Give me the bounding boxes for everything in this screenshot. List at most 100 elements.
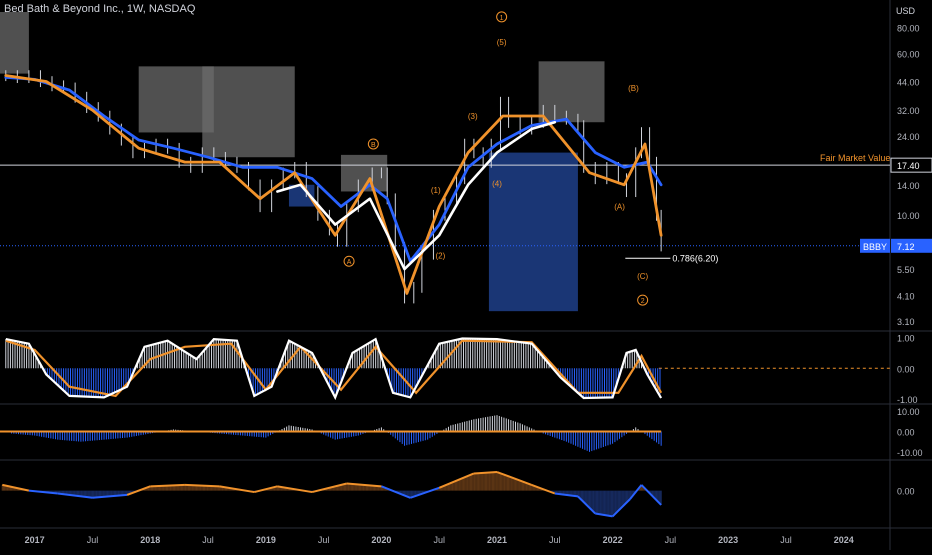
oscillator-2: 10.00 0.00 -10.00 bbox=[0, 407, 923, 458]
time-axis-tick: Jul bbox=[318, 535, 330, 545]
osc3-line-segment bbox=[219, 485, 255, 494]
osc3-line-segment bbox=[595, 512, 613, 518]
osc3-line-segment bbox=[277, 485, 313, 494]
price-axis-currency: USD bbox=[896, 6, 916, 16]
wave-label: (C) bbox=[637, 272, 648, 281]
osc3-line-segment bbox=[381, 485, 411, 499]
time-axis-tick: Jul bbox=[665, 535, 677, 545]
wave-label-circle bbox=[637, 294, 649, 306]
oscillator-1: 1.00 0.00 -1.00 bbox=[5, 334, 918, 405]
osc3-line-segment bbox=[92, 493, 128, 499]
shaded-zone bbox=[138, 66, 214, 133]
osc1-axis-tick: 0.00 bbox=[897, 364, 915, 374]
wave-label-circle bbox=[496, 11, 508, 23]
osc1-fast-line bbox=[5, 337, 663, 401]
time-axis-tick: 2023 bbox=[718, 535, 738, 545]
wave-label: (A) bbox=[614, 203, 625, 212]
price-axis-tick: 3.10 bbox=[897, 317, 915, 327]
osc1-axis-tick: -1.00 bbox=[897, 395, 918, 405]
osc3-line-segment bbox=[531, 483, 556, 495]
osc1-axis-tick: 1.00 bbox=[897, 334, 915, 344]
shaded-zone bbox=[202, 66, 295, 158]
wave-label: (5) bbox=[497, 38, 507, 47]
osc3-line-segment bbox=[346, 482, 382, 488]
wave-label: (2) bbox=[435, 251, 445, 260]
price-axis-tick: 10.00 bbox=[897, 211, 920, 221]
ma-line-2 bbox=[276, 120, 557, 271]
wave-label-circle bbox=[343, 255, 355, 267]
last-price-axis-tag bbox=[891, 238, 932, 253]
wave-label-circle bbox=[367, 138, 379, 150]
osc3-line-segment bbox=[184, 483, 220, 488]
ma-line-0 bbox=[4, 76, 663, 263]
fair-market-value-label: Fair Market Value bbox=[820, 153, 890, 163]
osc3-line-segment bbox=[438, 472, 475, 489]
wave-label: B bbox=[371, 142, 376, 149]
time-axis-tick: Jul bbox=[87, 535, 99, 545]
price-axis: USD 80.00 60.00 44.00 32.00 24.00 17.40 14.00 10… bbox=[860, 6, 932, 327]
time-axis-tick: 2018 bbox=[140, 535, 160, 545]
shaded-zone bbox=[0, 12, 29, 74]
ma-line-1 bbox=[4, 74, 663, 295]
price-axis-tick: 32.00 bbox=[897, 106, 920, 116]
time-axis-tick: 2017 bbox=[25, 535, 45, 545]
osc3-line-segment bbox=[126, 485, 151, 496]
osc3-line-segment bbox=[150, 483, 185, 488]
time-axis-tick: 2019 bbox=[256, 535, 276, 545]
osc3-line-segment bbox=[2, 483, 30, 492]
shaded-zone bbox=[538, 61, 605, 123]
osc2-axis-tick: 0.00 bbox=[897, 427, 915, 437]
wave-label: (4) bbox=[492, 179, 502, 188]
price-axis-tick: 60.00 bbox=[897, 49, 920, 59]
wave-label: (B) bbox=[628, 84, 639, 93]
osc3-line-segment bbox=[28, 489, 58, 495]
shaded-zone bbox=[488, 152, 578, 312]
wave-label: 2 bbox=[641, 298, 645, 305]
fib-level-label: 0.786(6.20) bbox=[672, 253, 718, 263]
time-axis-tick: Jul bbox=[780, 535, 792, 545]
time-axis-tick: 2020 bbox=[371, 535, 391, 545]
price-axis-tick: 80.00 bbox=[897, 24, 920, 34]
osc3-line-segment bbox=[473, 471, 498, 475]
price-axis-tick: 24.00 bbox=[897, 132, 920, 142]
osc3-line-segment bbox=[57, 492, 93, 499]
osc3-line-segment bbox=[311, 482, 347, 494]
osc3-axis-tick: 0.00 bbox=[897, 487, 915, 497]
time-axis-tick: Jul bbox=[433, 535, 445, 545]
osc3-line-segment bbox=[640, 484, 662, 506]
wave-label: 1 bbox=[500, 15, 504, 22]
shaded-zone bbox=[288, 184, 315, 207]
osc3-line-segment bbox=[254, 485, 278, 494]
price-axis-tick: 44.00 bbox=[897, 77, 920, 87]
fmv-axis-tag bbox=[890, 157, 932, 173]
price-axis-tick: 7.12 bbox=[897, 242, 915, 252]
time-axis-tick: 2024 bbox=[834, 535, 854, 545]
wave-label: (3) bbox=[468, 112, 478, 121]
shaded-zone bbox=[340, 154, 388, 192]
oscillator-3: 0.00 bbox=[1, 471, 915, 518]
price-axis-tick: 4.10 bbox=[897, 292, 915, 302]
wave-label-group: 1 (5) (3) (4) (1) (2) B A (B) (A) (C) 2 bbox=[343, 11, 649, 306]
osc3-line-segment bbox=[496, 471, 533, 486]
zone-group bbox=[0, 12, 605, 312]
price-axis-tick: 14.00 bbox=[897, 181, 920, 191]
osc2-axis-tick: -10.00 bbox=[897, 448, 923, 458]
time-axis: 2017 Jul 2018 Jul 2019 Jul 2020 Jul 2021 Jul 2022 J… bbox=[25, 535, 854, 545]
wave-label: A bbox=[347, 259, 352, 266]
osc3-line-segment bbox=[611, 498, 631, 518]
osc3-line-segment bbox=[629, 484, 643, 500]
time-axis-tick: Jul bbox=[202, 535, 214, 545]
osc2-axis-tick: 10.00 bbox=[897, 407, 920, 417]
osc3-line-segment bbox=[409, 486, 440, 499]
time-axis-tick: 2021 bbox=[487, 535, 507, 545]
time-axis-tick: 2022 bbox=[603, 535, 623, 545]
price-axis-tick: 17.40 bbox=[897, 161, 920, 171]
chart-title: Bed Bath & Beyond Inc., 1W, NASDAQ bbox=[4, 3, 196, 15]
osc3-line-segment bbox=[554, 492, 579, 498]
last-price-symbol-tag bbox=[860, 238, 890, 253]
price-axis-tick: 5.50 bbox=[897, 265, 915, 275]
time-axis-tick: Jul bbox=[549, 535, 561, 545]
osc3-line-segment bbox=[577, 495, 596, 515]
